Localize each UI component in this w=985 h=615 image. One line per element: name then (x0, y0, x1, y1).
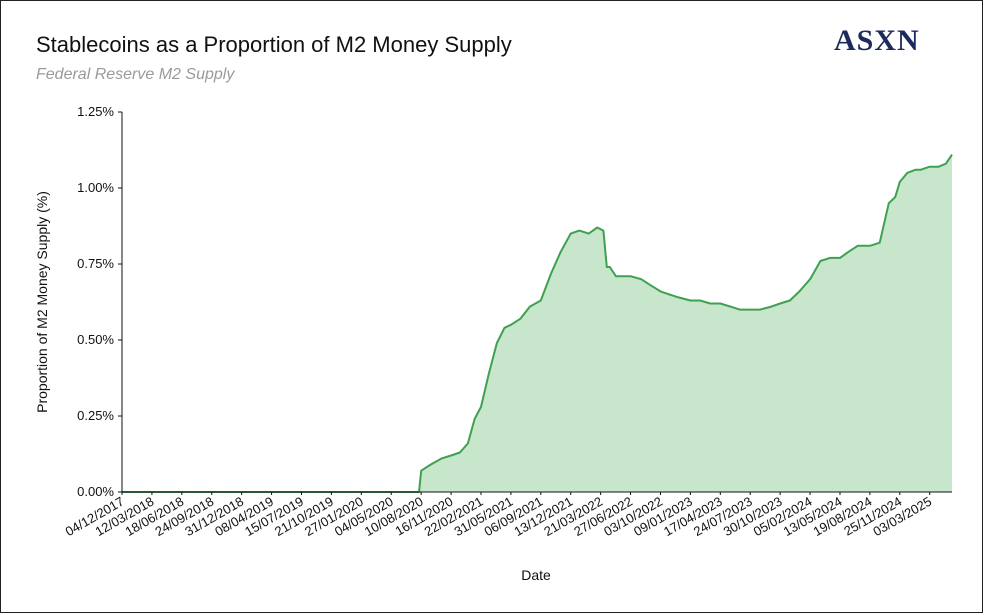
chart-subtitle: Federal Reserve M2 Supply (36, 66, 235, 83)
y-tick-label: 0.25% (77, 408, 114, 423)
y-tick-label: 0.75% (77, 256, 114, 271)
y-tick-label: 0.50% (77, 332, 114, 347)
y-tick-label: 1.00% (77, 180, 114, 195)
y-axis-title: Proportion of M2 Money Supply (%) (34, 191, 50, 413)
series-area-0 (122, 154, 952, 492)
x-axis-title: Date (521, 567, 551, 583)
asxn-logo: ASXN (834, 24, 920, 57)
plot-area (122, 154, 953, 493)
chart-title: Stablecoins as a Proportion of M2 Money … (36, 32, 512, 57)
y-tick-label: 0.00% (77, 484, 114, 499)
series-line-0 (122, 154, 953, 493)
y-tick-label: 1.25% (77, 104, 114, 119)
x-axis: 04/12/201712/03/201818/06/201824/09/2018… (63, 491, 952, 539)
y-axis: 0.00% 0.25% 0.50% 0.75% 1.00% 1.25% (77, 104, 123, 499)
